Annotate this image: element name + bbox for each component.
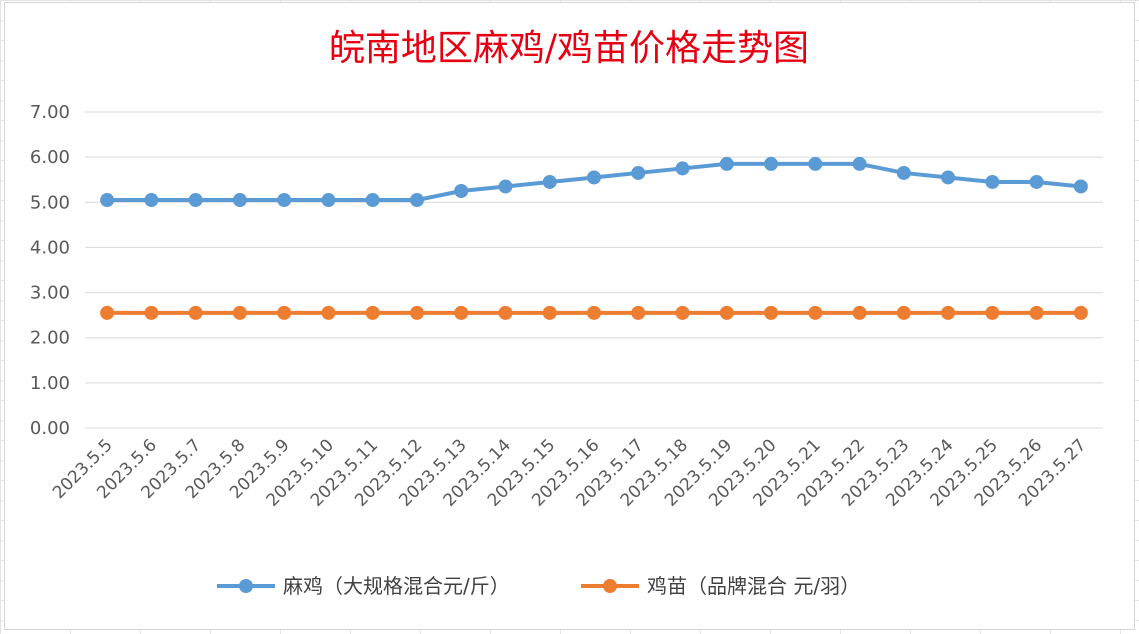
data-point [852,156,867,171]
data-point [808,305,823,320]
legend-marker [239,579,253,593]
data-point [454,184,469,198]
data-point [1029,305,1044,320]
data-point [498,179,513,194]
legend-item: 麻鸡（大规格混合元/斤） [217,574,510,598]
data-point [188,305,203,320]
legend-item: 鸡苗（品牌混合 元/羽） [581,574,860,598]
data-point [896,165,911,180]
data-point [941,305,956,320]
x-axis: 2023.5.52023.5.62023.5.72023.5.82023.5.9… [49,435,1090,510]
data-point [409,305,424,320]
data-point [188,193,203,208]
y-tick-label: 3.00 [30,283,70,304]
data-point [1073,305,1088,320]
legend-marker [603,579,617,593]
y-axis: 0.00 1.00 2.00 3.00 4.00 5.00 6.00 7.00 [30,102,70,439]
y-tick-label: 7.00 [30,102,70,123]
data-point [764,156,779,171]
data-point [1029,174,1044,189]
legend: 麻鸡（大规格混合元/斤） 鸡苗（品牌混合 元/羽） [217,574,860,598]
data-point [1073,179,1088,194]
data-point [675,305,690,320]
y-tick-label: 0.00 [30,418,70,439]
data-point [542,305,557,320]
legend-label: 鸡苗（品牌混合 元/羽） [647,574,860,598]
data-point [144,193,159,208]
data-point [100,305,115,320]
data-point [587,170,601,185]
data-point [100,193,115,208]
data-point [852,305,867,320]
data-point [454,305,469,320]
data-point [365,193,380,208]
chart-title: 皖南地区麻鸡/鸡苗价格走势图 [329,28,809,69]
data-point [675,161,690,176]
data-point [587,305,601,320]
legend-label: 麻鸡（大规格混合元/斤） [283,574,510,598]
data-point [941,170,956,185]
data-point [985,174,1000,189]
data-point [232,193,247,208]
data-point [409,193,424,208]
data-point [365,305,380,320]
data-point [232,305,247,320]
data-point [631,305,646,320]
series-1 [100,156,1088,208]
data-point [277,305,292,320]
data-point [321,193,336,208]
series-layer [100,156,1088,320]
y-tick-label: 5.00 [30,192,70,213]
series-2 [100,305,1088,320]
y-tick-label: 4.00 [30,237,70,258]
data-point [896,305,911,320]
data-point [321,305,336,320]
y-tick-label: 1.00 [30,373,70,394]
data-point [719,156,734,171]
data-point [764,305,779,320]
data-point [144,305,159,320]
data-point [719,305,734,320]
y-tick-label: 2.00 [30,328,70,349]
data-point [985,305,1000,320]
data-point [498,305,513,320]
data-point [542,174,557,189]
data-point [631,165,646,180]
data-point [808,156,823,171]
gridlines [85,111,1103,429]
y-tick-label: 6.00 [30,147,70,168]
data-point [277,193,292,208]
